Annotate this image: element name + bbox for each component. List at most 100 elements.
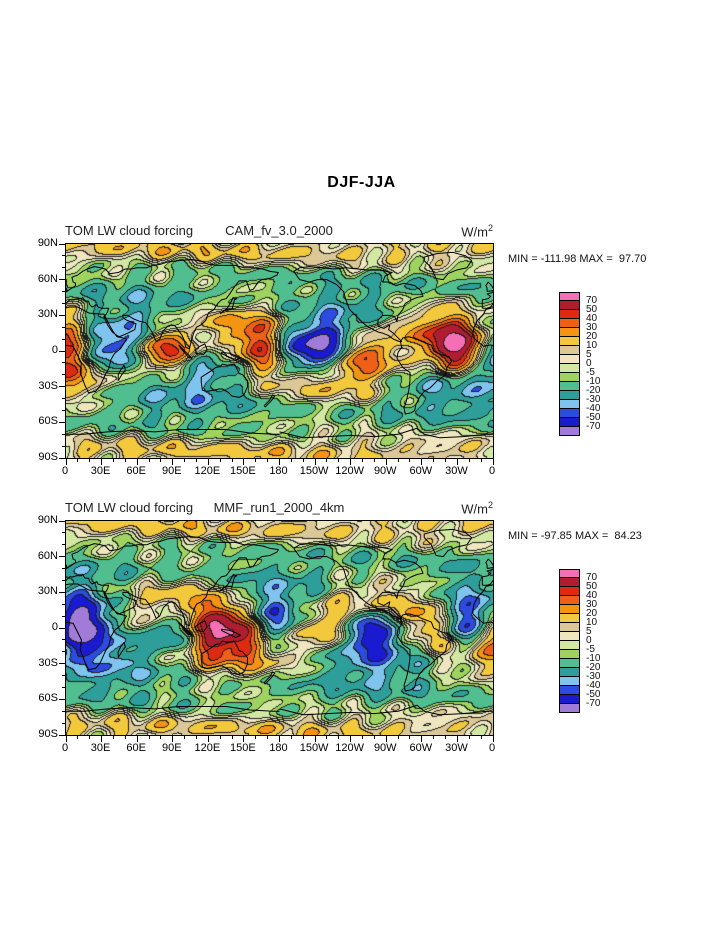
colorbar-label: -40 (586, 403, 601, 414)
lon-tick-mark (397, 736, 399, 739)
lon-tick-mark (160, 459, 162, 462)
colorbar-swatch (559, 623, 580, 632)
lon-tick-mark (290, 459, 292, 462)
colorbar-swatch (559, 650, 580, 659)
lon-tick-label: 0 (61, 742, 69, 754)
colorbar-label: 10 (586, 617, 598, 628)
colorbar-swatch (559, 695, 580, 704)
colorbar-label: -40 (586, 680, 601, 691)
lon-tick-mark (267, 459, 269, 462)
colorbar-swatch (559, 659, 580, 668)
lon-tick-mark (112, 736, 114, 739)
colorbar-swatch (559, 337, 580, 346)
colorbar-label: -70 (586, 421, 601, 432)
lat-tick-label: 0 (51, 344, 58, 356)
panel-mmf: TOM LW cloud forcing MMF_run1_2000_4km W… (0, 498, 723, 783)
lon-tick-mark (373, 736, 375, 739)
colorbar-label: -50 (586, 412, 601, 423)
lon-tick-label: 60W (409, 465, 433, 477)
lat-tick-label: 90S (38, 728, 58, 740)
lon-tick-mark (219, 459, 221, 462)
lon-tick-mark (219, 736, 221, 739)
lon-tick-mark (231, 459, 233, 462)
lon-tick-mark (302, 736, 304, 739)
colorbar-swatch (559, 587, 580, 596)
panel-mmf-variable-title: TOM LW cloud forcing (65, 500, 194, 515)
lat-tick-label: 0 (51, 621, 58, 633)
colorbar-swatch (559, 400, 580, 409)
lat-tick-label: 90S (38, 451, 58, 463)
panel-mmf-units-label: W/m2 (461, 500, 493, 517)
coastline-path (280, 252, 494, 437)
colorbar-label: 20 (586, 331, 598, 342)
lon-tick-mark (195, 459, 197, 462)
colorbar-label: -30 (586, 671, 601, 682)
colorbar-label: 0 (586, 635, 592, 646)
colorbar-label: 50 (586, 581, 598, 592)
lon-tick-label: 90E (161, 465, 182, 477)
colorbar-swatch (559, 704, 580, 713)
colorbar-label: -30 (586, 394, 601, 405)
lon-tick-mark (397, 459, 399, 462)
lon-tick-mark (255, 736, 257, 739)
lon-tick-label: 150E (230, 465, 256, 477)
lon-tick-mark (373, 459, 375, 462)
lon-tick-label: 0 (61, 465, 69, 477)
lon-tick-label: 60E (126, 742, 146, 754)
lon-tick-mark (255, 459, 257, 462)
colorbar-label: 40 (586, 313, 598, 324)
lat-tick-label: 90N (37, 237, 58, 249)
colorbar-swatch (559, 418, 580, 427)
lon-tick-label: 150W (299, 465, 329, 477)
panel-cam-minmax-stats: MIN = -111.98 MAX = 97.70 (508, 253, 647, 265)
panel-cam-variable-title: TOM LW cloud forcing (65, 223, 194, 238)
lon-tick-label: 90W (373, 742, 397, 754)
colorbar-label: -20 (586, 385, 601, 396)
colorbar-swatch (559, 391, 580, 400)
panel-mmf-map (65, 520, 494, 736)
colorbar-swatch (559, 409, 580, 418)
lon-tick-mark (267, 736, 269, 739)
colorbar-label: 30 (586, 599, 598, 610)
lat-tick-label: 30N (37, 308, 58, 321)
lon-tick-mark (433, 736, 435, 739)
lon-tick-mark (195, 736, 197, 739)
lon-tick-label: 180 (269, 742, 288, 754)
lon-tick-mark (409, 736, 411, 739)
panel-cam-units-label: W/m2 (461, 223, 493, 240)
colorbar-swatch (559, 677, 580, 686)
lon-tick-mark (362, 736, 364, 739)
lon-tick-mark (480, 736, 482, 739)
map-field-canvas (66, 244, 493, 458)
lon-tick-mark (124, 459, 126, 462)
colorbar-label: -10 (586, 653, 601, 664)
lon-tick-label: 120W (335, 742, 365, 754)
lon-tick-mark (338, 459, 340, 462)
lon-tick-mark (184, 459, 186, 462)
lon-tick-mark (338, 736, 340, 739)
lat-tick-label: 30S (38, 656, 58, 669)
coastlines-svg (66, 244, 493, 458)
colorbar-swatch (559, 301, 580, 310)
colorbar-label: -5 (586, 644, 595, 655)
lon-tick-label: 30W (445, 742, 468, 754)
lon-tick-label: 30W (445, 465, 468, 477)
lat-tick-label: 90N (37, 514, 58, 526)
colorbar-swatch (559, 310, 580, 319)
lat-tick-label: 30N (37, 585, 58, 598)
lon-tick-label: 90W (373, 465, 397, 477)
lon-tick-mark (468, 459, 470, 462)
lat-tick-label: 60S (38, 692, 58, 705)
lon-tick-mark (480, 459, 482, 462)
panel-cam-dataset-title: CAM_fv_3.0_2000 (225, 223, 333, 238)
map-field-canvas (66, 521, 493, 735)
colorbar-swatch (559, 632, 580, 641)
colorbar-label: 10 (586, 340, 598, 351)
lon-tick-mark (409, 459, 411, 462)
lon-tick-mark (302, 459, 304, 462)
colorbar-label: 5 (586, 349, 592, 360)
lon-tick-mark (77, 736, 79, 739)
colorbar-swatch (559, 382, 580, 391)
colorbar-swatch (559, 427, 580, 436)
lon-tick-mark (326, 736, 328, 739)
